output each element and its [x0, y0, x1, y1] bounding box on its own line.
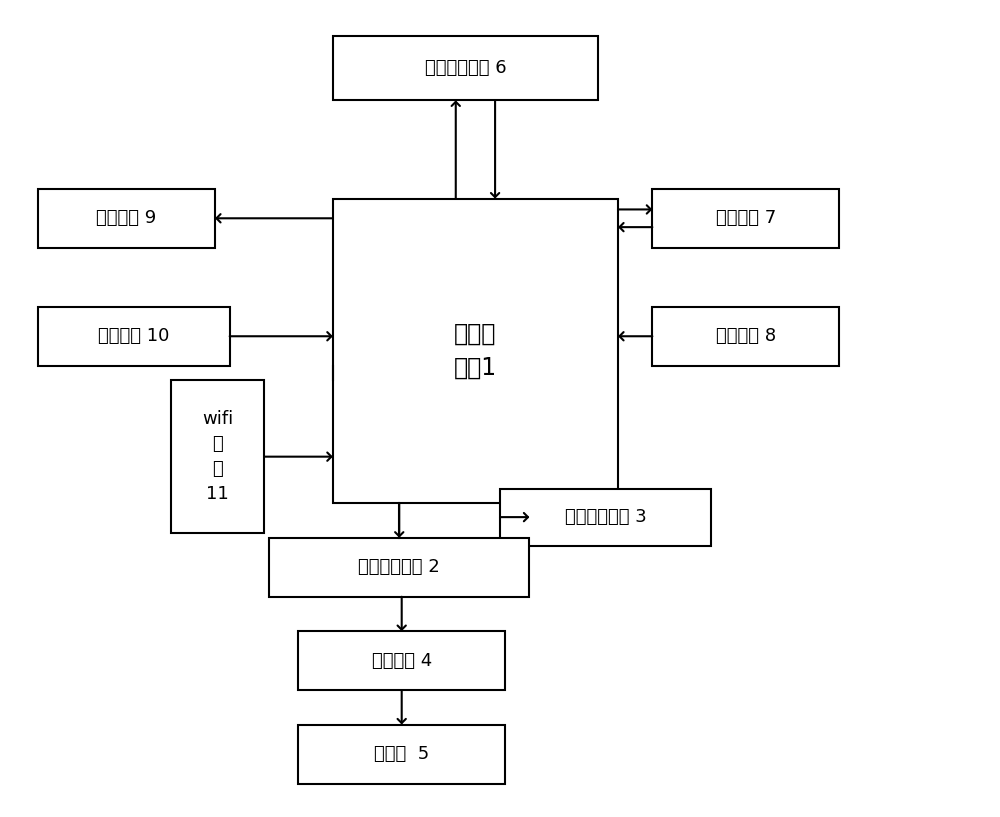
Bar — [298, 632, 505, 690]
Text: 无线模块传输 3: 无线模块传输 3 — [565, 508, 647, 526]
Bar — [333, 37, 598, 100]
Bar — [333, 199, 618, 503]
Bar — [298, 725, 505, 784]
Bar — [38, 306, 230, 366]
Text: wifi
模
块
11: wifi 模 块 11 — [202, 410, 233, 503]
Text: 显示单元 9: 显示单元 9 — [96, 209, 157, 227]
Text: 中央处
理器1: 中央处 理器1 — [454, 322, 497, 380]
Text: 报备单元 8: 报备单元 8 — [716, 328, 776, 346]
Text: 数据采集模块 2: 数据采集模块 2 — [358, 558, 440, 576]
Bar — [171, 381, 264, 533]
Bar — [652, 306, 839, 366]
Bar — [269, 538, 529, 596]
Bar — [38, 189, 215, 248]
Text: 检修单元 7: 检修单元 7 — [716, 209, 776, 227]
Bar — [500, 489, 711, 546]
Text: 发动机  5: 发动机 5 — [374, 745, 429, 763]
Text: 测试单元 4: 测试单元 4 — [372, 652, 432, 670]
Bar — [652, 189, 839, 248]
Text: 监控模块 10: 监控模块 10 — [98, 328, 170, 346]
Text: 故障判断单元 6: 故障判断单元 6 — [425, 60, 506, 78]
